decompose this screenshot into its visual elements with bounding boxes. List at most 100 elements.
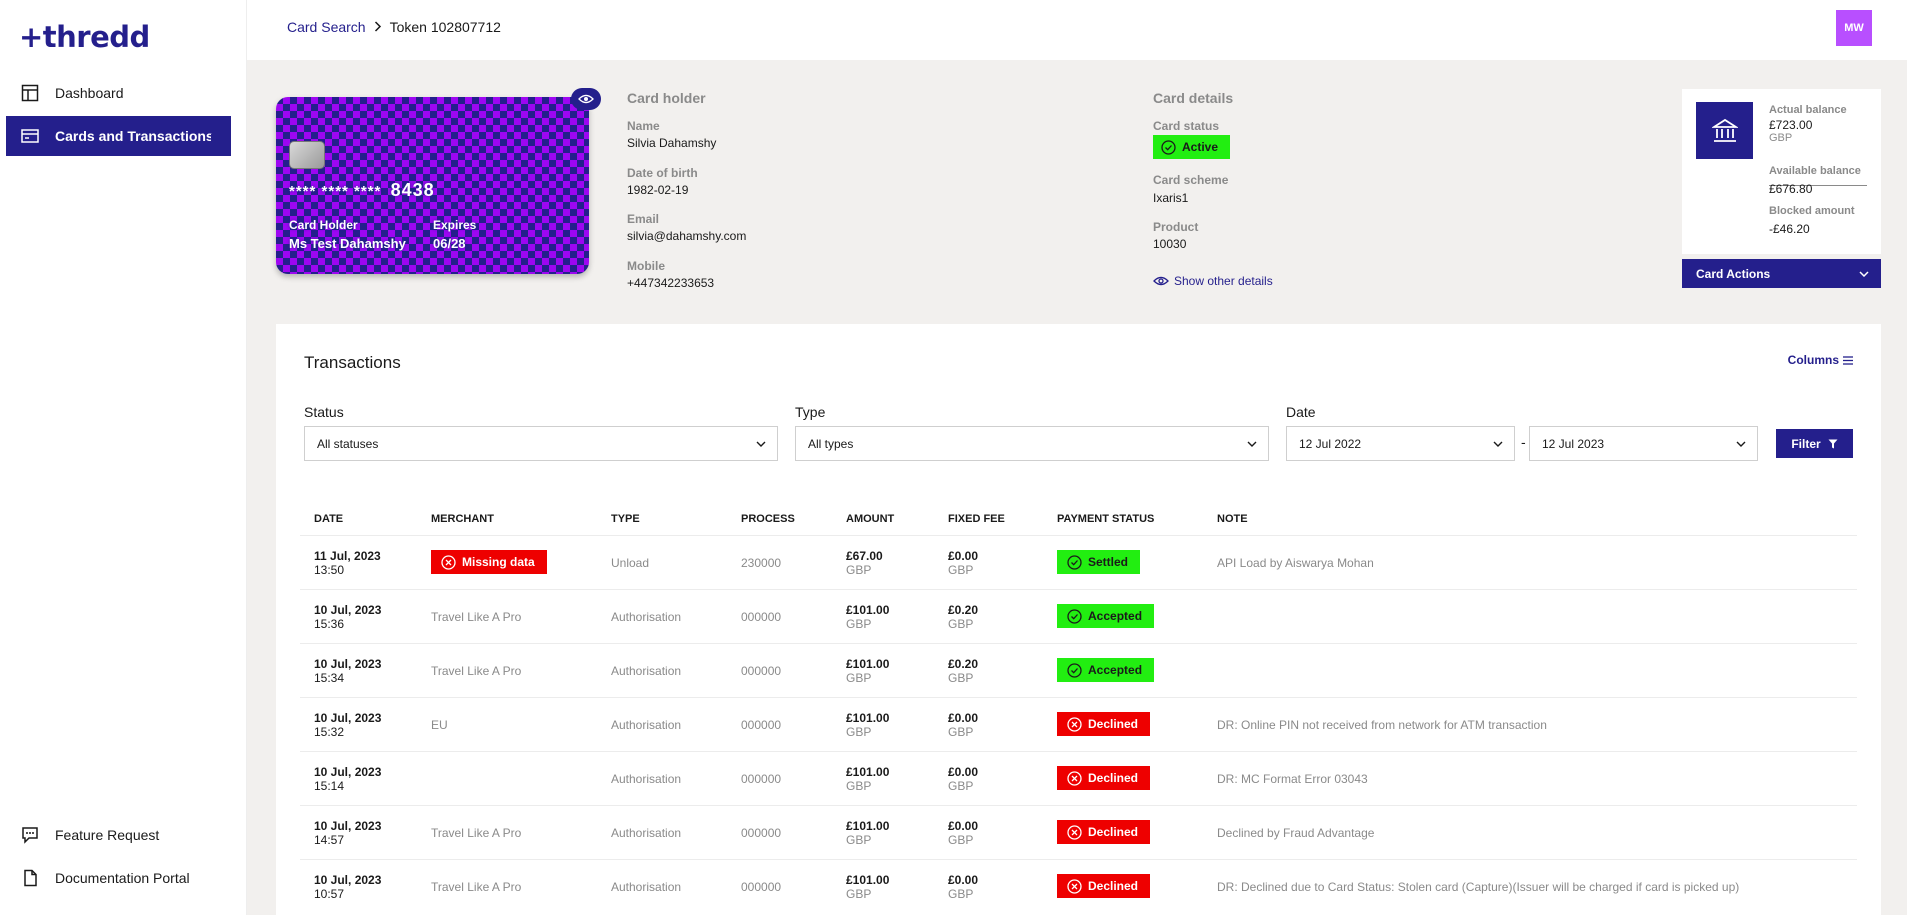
table-row[interactable]: 11 Jul, 2023 13:50 Missing data Unload 23000… [300,535,1857,589]
date-value: 10 Jul, 2023 [314,657,382,671]
amount-value: £101.00 [846,873,890,887]
date-cell: 10 Jul, 2023 15:34 [314,657,381,685]
sidebar-item-label: Cards and Transactions [55,128,214,144]
merchant-cell: Travel Like A Pro [431,610,522,624]
date-cell: 10 Jul, 2023 15:32 [314,711,381,739]
divider [1769,185,1867,186]
breadcrumb-current: Token 102807712 [389,19,501,35]
table-row[interactable]: 10 Jul, 2023 15:34 Travel Like A Pro Author… [300,643,1857,697]
date-to-select[interactable]: 12 Jul 2023 [1529,426,1758,461]
table-row[interactable]: 10 Jul, 2023 14:57 Travel Like A Pro Author… [300,805,1857,859]
table-row[interactable]: 10 Jul, 2023 15:36 Travel Like A Pro Author… [300,589,1857,643]
card-expires-value: 06/28 [433,236,466,251]
user-avatar[interactable]: MW [1836,10,1872,46]
payment-status-badge: Accepted [1057,604,1155,628]
amount-cell: £101.00 GBP [846,711,889,739]
note-cell: Declined by Fraud Advantage [1217,826,1375,840]
column-header-note[interactable]: NOTE [1217,513,1248,525]
payment-status-badge: Declined [1057,874,1151,898]
card-number: **** **** **** 8438 [289,180,435,201]
fee-value: £0.20 [948,603,979,617]
column-header-fixed-fee[interactable]: FIXED FEE [948,513,1005,525]
breadcrumb: Card Search Token 102807712 [287,19,501,35]
columns-button[interactable]: Columns [1788,353,1853,367]
column-header-amount[interactable]: AMOUNT [846,513,895,525]
card-status-label: Card status [1153,119,1220,133]
note-cell: DR: Online PIN not received from network… [1217,718,1547,732]
payment-status-badge: Declined [1057,766,1151,790]
fixed-fee-cell: £0.20 GBP [948,657,978,685]
show-other-details-link[interactable]: Show other details [1153,274,1273,288]
name-value: Silvia Dahamshy [627,136,717,150]
check-circle-icon [1161,139,1176,155]
payment-status-label: Declined [1088,825,1139,839]
show-other-details-label: Show other details [1174,274,1273,288]
sidebar-item-label: Feature Request [55,827,160,843]
sidebar-item-feature-request[interactable]: Feature Request [6,815,231,855]
table-row[interactable]: 10 Jul, 2023 15:14 Authorisation 000000 £101… [300,751,1857,805]
columns-label: Columns [1787,353,1839,367]
type-cell: Authorisation [611,772,682,786]
sidebar-item-dashboard[interactable]: Dashboard [6,73,231,113]
available-balance-label: Available balance [1769,165,1861,177]
chevron-down-icon [1736,441,1746,447]
email-value: silvia@dahamshy.com [627,229,747,243]
card-number-masked: **** **** **** [289,183,382,200]
date-from-select[interactable]: 12 Jul 2022 [1286,426,1515,461]
column-header-date[interactable]: DATE [314,513,344,525]
filter-button[interactable]: Filter [1776,429,1853,458]
fixed-fee-cell: £0.00 GBP [948,549,978,577]
transactions-title: Transactions [304,353,401,372]
type-cell: Authorisation [611,826,682,840]
card-holder-value: Ms Test Dahamshy [289,236,406,251]
table-row[interactable]: 10 Jul, 2023 15:32 EU Authorisation 000000 £1… [300,697,1857,751]
fee-value: £0.00 [948,549,979,563]
column-header-merchant[interactable]: MERCHANT [431,513,494,525]
table-row[interactable]: 10 Jul, 2023 10:57 Travel Like A Pro Author… [300,859,1857,913]
time-value: 15:34 [314,671,345,685]
column-header-process[interactable]: PROCESS [741,513,795,525]
date-cell: 11 Jul, 2023 13:50 [314,549,381,577]
payment-status-badge: Declined [1057,712,1151,736]
card-actions-dropdown[interactable]: Card Actions [1682,259,1881,288]
chevron-down-icon [1247,441,1257,447]
fee-currency: GBP [948,563,974,577]
x-circle-icon [1067,878,1082,894]
time-value: 15:36 [314,617,345,631]
card-scheme-label: Card scheme [1153,173,1229,187]
amount-value: £101.00 [846,711,890,725]
process-cell: 000000 [741,664,782,678]
breadcrumb-card-search-link[interactable]: Card Search [287,19,366,35]
column-header-type[interactable]: TYPE [611,513,640,525]
x-circle-icon [1067,824,1082,840]
fixed-fee-cell: £0.00 GBP [948,873,978,901]
time-value: 14:57 [314,833,345,847]
mobile-value: +447342233653 [627,276,715,290]
time-value: 10:57 [314,887,345,901]
chip-icon [289,141,325,169]
fee-value: £0.00 [948,819,979,833]
status-select[interactable]: All statuses [304,426,778,461]
card-visual: **** **** **** 8438 Card Holder Ms Test … [276,97,589,274]
top-bar: Card Search Token 102807712 MW [247,0,1907,60]
blocked-amount-label: Blocked amount [1769,205,1855,217]
check-circle-icon [1067,608,1082,624]
sidebar-item-documentation-portal[interactable]: Documentation Portal [6,858,231,898]
dashboard-icon [20,83,40,103]
filter-button-label: Filter [1791,436,1821,451]
reveal-card-button[interactable] [571,88,601,110]
note-cell: DR: MC Format Error 03043 [1217,772,1368,786]
check-circle-icon [1067,554,1082,570]
type-select[interactable]: All types [795,426,1269,461]
card-actions-label: Card Actions [1696,266,1771,281]
card-holder-label: Card Holder [289,218,358,232]
name-label: Name [627,119,660,133]
column-header-payment-status[interactable]: PAYMENT STATUS [1057,513,1155,525]
missing-data-badge: Missing data [431,550,547,574]
amount-currency: GBP [846,779,872,793]
card-status-badge: Active [1153,135,1231,159]
status-filter-label: Status [304,404,344,420]
sidebar-item-cards-and-transactions[interactable]: Cards and Transactions [6,116,231,156]
thredd-logo[interactable]: +thredd [19,20,150,54]
amount-value: £101.00 [846,657,890,671]
